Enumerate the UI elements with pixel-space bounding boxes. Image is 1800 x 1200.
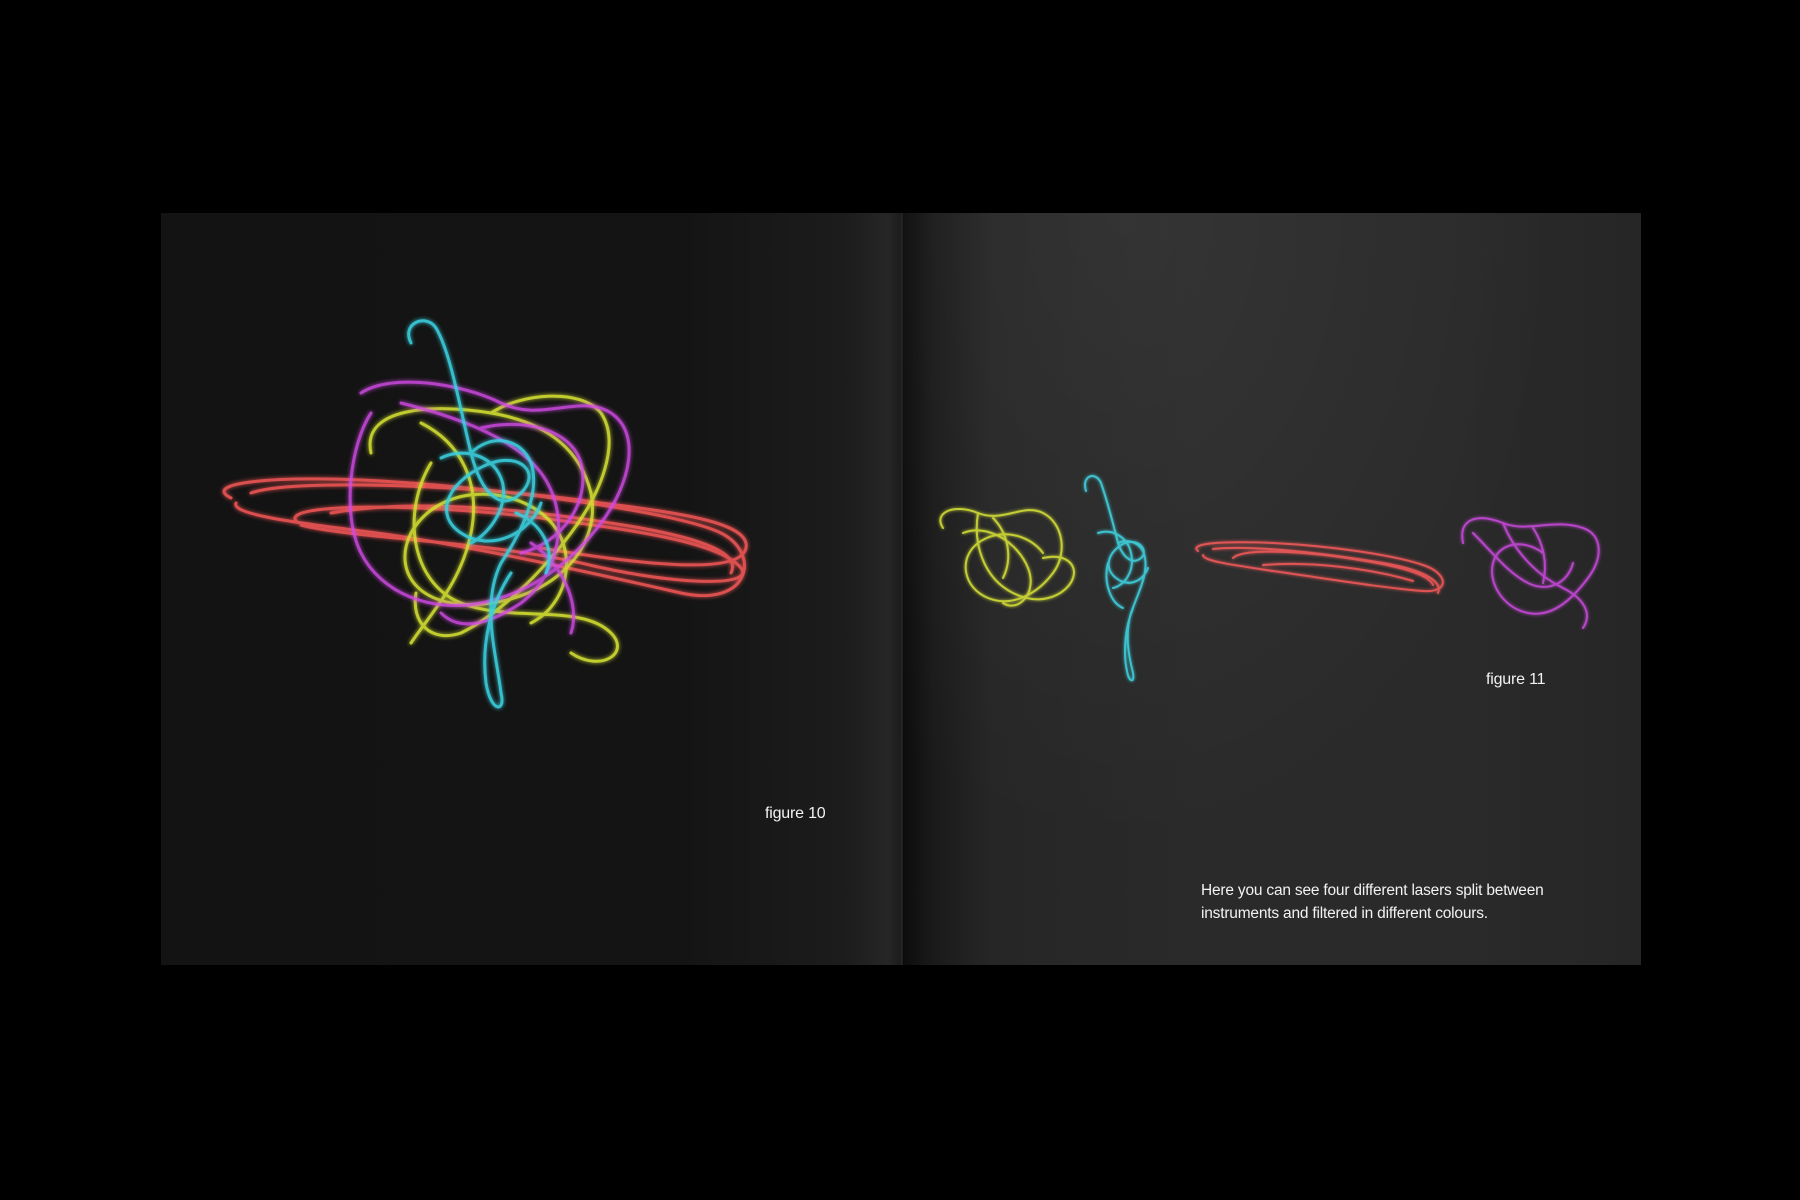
yellow-laser-trace [939,508,1075,607]
body-paragraph: Here you can see four different lasers s… [1201,879,1544,925]
magenta-laser-trace [1461,517,1600,629]
left-page: figure 10 [161,213,903,965]
figure-11-caption: figure 11 [1486,671,1546,688]
body-line: Here you can see four different lasers s… [1201,882,1544,899]
right-page: figure 11 Here you can see four differen… [903,213,1641,965]
red-laser-trace [1195,541,1444,594]
figure-10-caption: figure 10 [765,805,826,822]
red-laser-trace [222,477,748,597]
body-line: instruments and filtered in different co… [1201,905,1488,922]
magenta-laser-trace [348,380,631,635]
cyan-laser-trace [1084,475,1149,682]
cyan-laser-trace [407,319,551,709]
booklet-spread: figure 10 [161,213,1641,965]
figure-11-split-lasers [939,475,1600,682]
figure-10-combined-lasers [222,319,748,709]
